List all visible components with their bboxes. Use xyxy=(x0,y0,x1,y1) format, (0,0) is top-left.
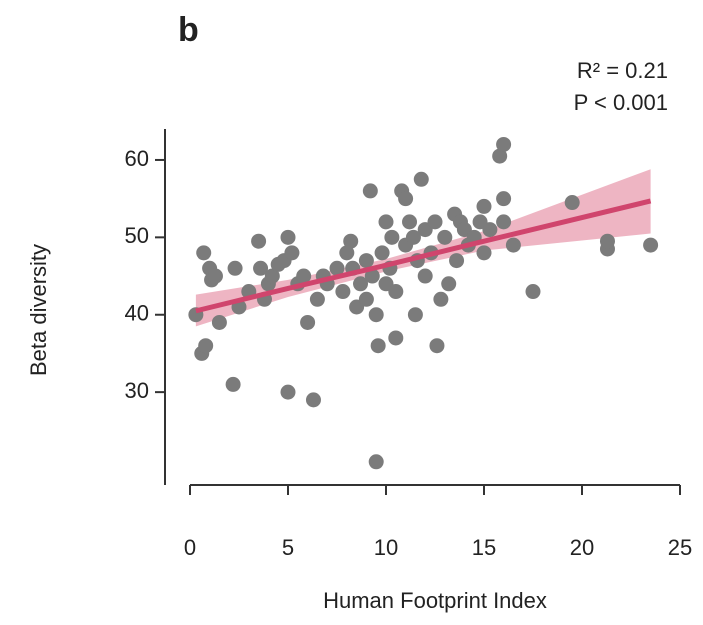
point xyxy=(343,233,359,249)
point xyxy=(251,233,267,249)
point xyxy=(398,191,414,207)
point xyxy=(643,237,659,253)
point xyxy=(407,307,423,323)
point xyxy=(441,276,457,292)
annotation: P < 0.001 xyxy=(574,90,668,115)
point xyxy=(198,338,214,354)
point xyxy=(417,268,433,284)
point xyxy=(370,338,386,354)
point xyxy=(505,237,521,253)
point xyxy=(227,260,243,276)
point xyxy=(225,376,241,392)
point xyxy=(368,454,384,470)
point xyxy=(433,291,449,307)
point xyxy=(264,268,280,284)
point xyxy=(496,214,512,230)
point xyxy=(492,148,508,164)
point xyxy=(207,268,223,284)
point xyxy=(284,245,300,261)
point xyxy=(384,229,400,245)
point xyxy=(413,171,429,187)
point xyxy=(309,291,325,307)
point xyxy=(305,392,321,408)
point xyxy=(378,214,394,230)
point xyxy=(405,229,421,245)
x-axis-label: Human Footprint Index xyxy=(323,588,547,613)
point xyxy=(300,314,316,330)
x-tick-label: 5 xyxy=(282,535,294,560)
point xyxy=(496,191,512,207)
y-tick-label: 60 xyxy=(125,146,149,171)
point xyxy=(525,284,541,300)
point xyxy=(364,268,380,284)
x-tick-label: 20 xyxy=(570,535,594,560)
fit-line xyxy=(195,198,652,314)
annotation: R² = 0.21 xyxy=(577,58,668,83)
point xyxy=(564,195,580,211)
point xyxy=(353,276,369,292)
x-tick-label: 25 xyxy=(668,535,692,560)
point xyxy=(329,260,345,276)
x-tick-label: 15 xyxy=(472,535,496,560)
point xyxy=(253,260,269,276)
point xyxy=(368,307,384,323)
y-axis-label: Beta diversity xyxy=(26,244,51,376)
point xyxy=(388,330,404,346)
point xyxy=(335,284,351,300)
point xyxy=(429,338,445,354)
x-tick-label: 10 xyxy=(374,535,398,560)
point xyxy=(358,253,374,269)
point xyxy=(599,233,615,249)
point xyxy=(211,314,227,330)
x-tick-label: 0 xyxy=(184,535,196,560)
point xyxy=(358,291,374,307)
point xyxy=(374,245,390,261)
point xyxy=(280,229,296,245)
y-tick-label: 40 xyxy=(125,301,149,326)
y-tick-label: 50 xyxy=(125,223,149,248)
point xyxy=(296,268,312,284)
point xyxy=(362,183,378,199)
point xyxy=(402,214,418,230)
point xyxy=(437,229,453,245)
point xyxy=(427,214,443,230)
point xyxy=(476,198,492,214)
confidence-band xyxy=(195,169,651,327)
y-tick-label: 30 xyxy=(125,378,149,403)
point xyxy=(482,222,498,238)
point xyxy=(476,245,492,261)
point xyxy=(449,253,465,269)
point xyxy=(280,384,296,400)
chart-title: b xyxy=(178,11,199,49)
point xyxy=(388,284,404,300)
point xyxy=(496,136,512,152)
point xyxy=(339,245,355,261)
point xyxy=(196,245,212,261)
